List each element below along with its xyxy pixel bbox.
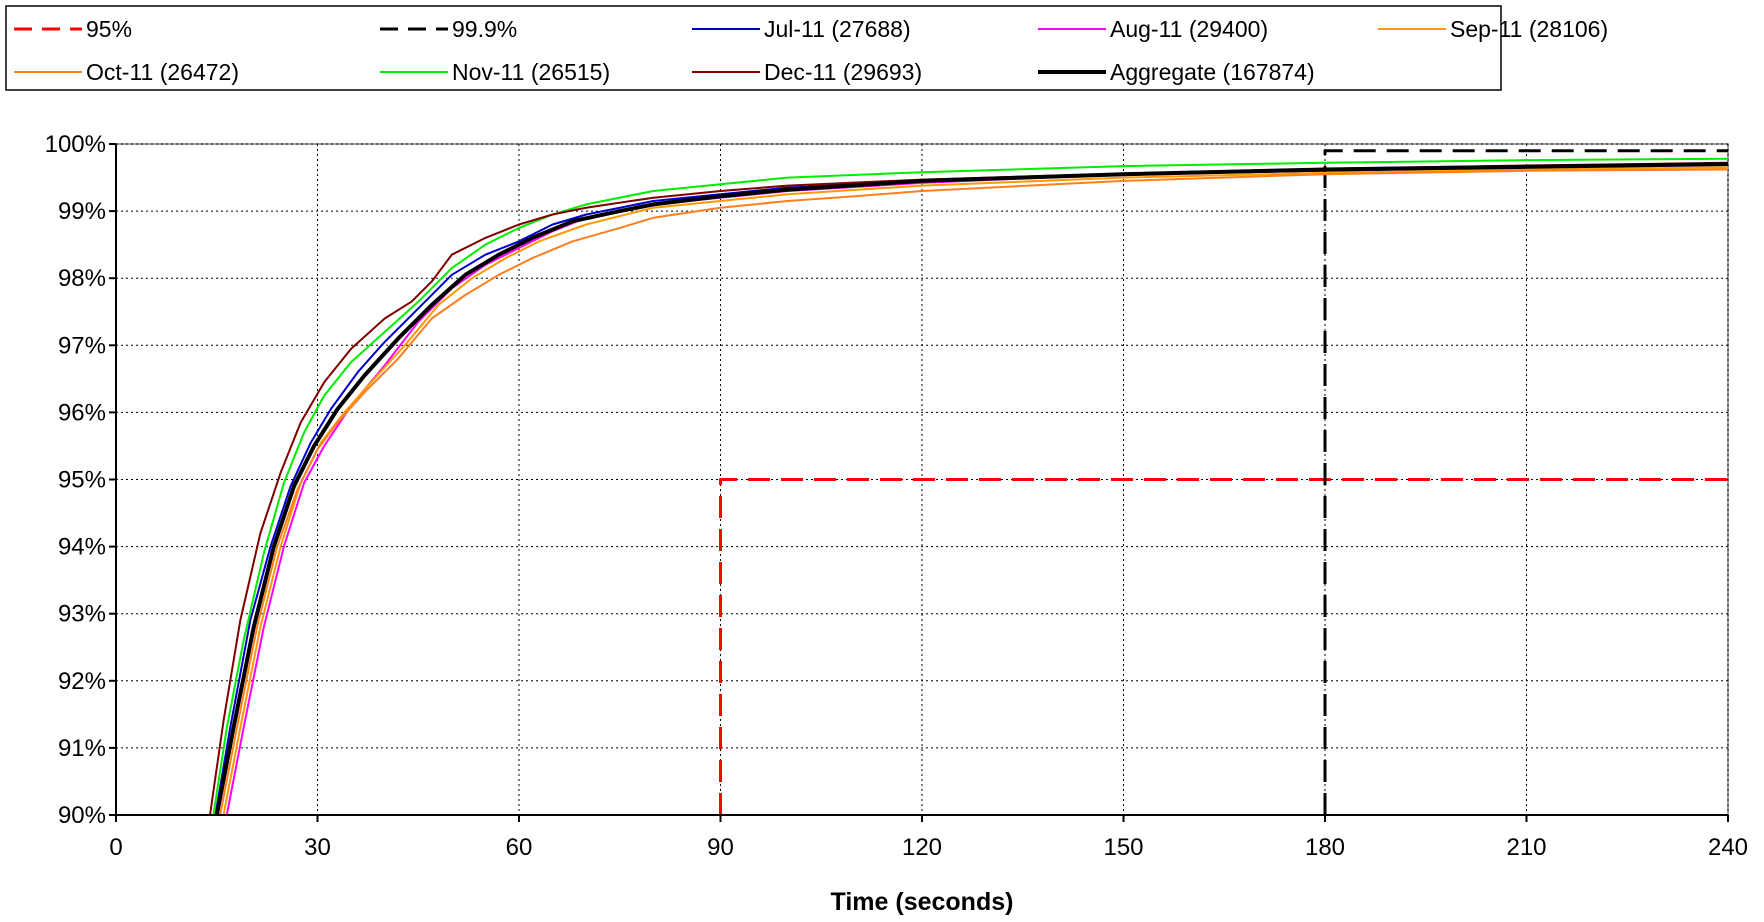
y-tick-label: 98%	[58, 265, 106, 292]
y-tick-label: 100%	[45, 131, 106, 158]
y-tick-label: 91%	[58, 735, 106, 762]
x-tick-label: 30	[304, 834, 331, 861]
legend-label-0: 95%	[86, 16, 132, 42]
series-line-8	[214, 162, 1729, 816]
axes: 90% 91% 92% 93% 94% 95% 96% 97% 98% 99% 100% 0 30 60 9…	[45, 131, 1748, 861]
plot-area	[115, 143, 1729, 816]
x-tick-label: 240	[1708, 834, 1748, 861]
series-line-0	[719, 478, 1728, 815]
legend-box	[5, 5, 1502, 91]
legend-label-6: Nov-11 (26515)	[452, 59, 610, 85]
x-tick-label: 120	[902, 834, 942, 861]
x-tick-label: 90	[707, 834, 734, 861]
x-tick-label: 60	[506, 834, 533, 861]
legend-label-8: Aggregate (167874)	[1110, 59, 1315, 85]
y-tick-label: 90%	[58, 802, 106, 829]
legend-label-5: Oct-11 (26472)	[86, 59, 239, 85]
y-tick-label: 95%	[58, 467, 106, 494]
series-line-6	[212, 157, 1729, 816]
legend-label-7: Dec-11 (29693)	[764, 59, 922, 85]
series-line-5	[219, 168, 1729, 816]
series-line-1	[1323, 149, 1728, 815]
x-axis-title: Time (seconds)	[831, 888, 1014, 916]
y-tick-label: 94%	[58, 534, 106, 561]
x-tick-label: 210	[1506, 834, 1546, 861]
y-tick-label: 96%	[58, 399, 106, 426]
x-tick-label: 0	[109, 834, 122, 861]
legend: 95% 99.9% Jul-11 (27688) Aug-11 (29400) Sep-…	[5, 5, 1608, 91]
legend-label-2: Jul-11 (27688)	[764, 16, 911, 42]
legend-label-4: Sep-11 (28106)	[1450, 16, 1608, 42]
x-tick-label: 180	[1305, 834, 1345, 861]
y-tick-label: 93%	[58, 601, 106, 628]
series-line-4	[222, 166, 1729, 816]
y-tick-label: 97%	[58, 332, 106, 359]
legend-label-1: 99.9%	[452, 16, 517, 42]
x-tick-label: 150	[1103, 834, 1143, 861]
y-tick-label: 92%	[58, 668, 106, 695]
y-tick-label: 99%	[58, 198, 106, 225]
legend-label-3: Aug-11 (29400)	[1110, 16, 1268, 42]
